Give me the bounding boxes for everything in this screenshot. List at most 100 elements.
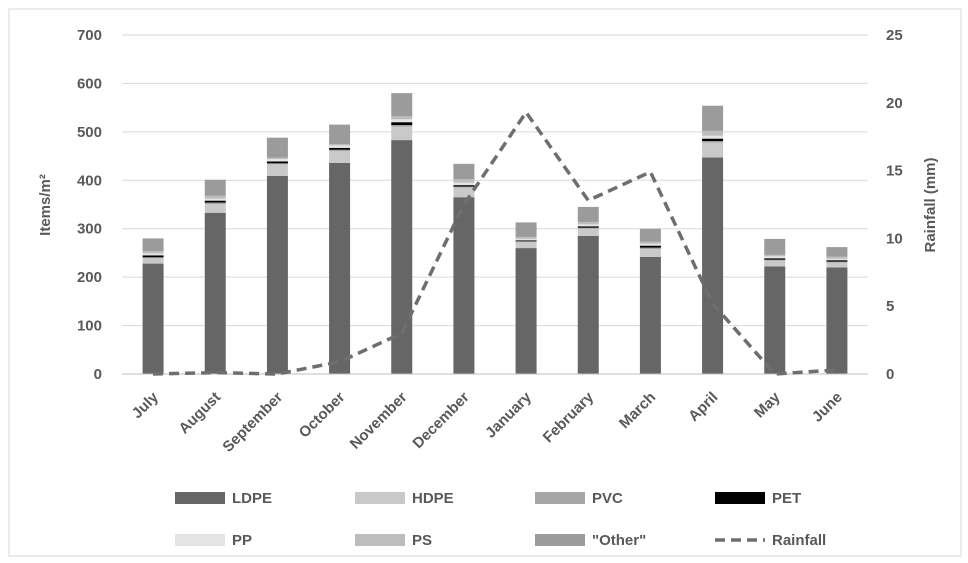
legend-label: PET bbox=[772, 490, 801, 507]
bar-segment-other bbox=[826, 247, 848, 257]
bar-segment-ps bbox=[639, 241, 661, 244]
y-tick-label: 400 bbox=[77, 172, 102, 189]
bar-segment-hdpe bbox=[142, 258, 164, 264]
bar-segment-other bbox=[142, 238, 164, 251]
y2-tick-label: 0 bbox=[886, 366, 894, 383]
bar-segment-ldpe bbox=[702, 157, 724, 374]
bar-segment-hdpe bbox=[453, 187, 475, 198]
y-tick-label: 100 bbox=[77, 318, 102, 335]
bar-segment-hdpe bbox=[515, 242, 537, 249]
bar-segment-pet bbox=[329, 147, 351, 150]
bar-segment-other bbox=[204, 179, 226, 196]
bar-segment-pp bbox=[826, 258, 848, 261]
legend-swatch-ldpe bbox=[175, 492, 225, 504]
bar-segment-ldpe bbox=[577, 235, 599, 374]
bar-segment-ldpe bbox=[639, 256, 661, 374]
bar-segment-other bbox=[702, 105, 724, 131]
rainfall-line bbox=[153, 110, 838, 376]
bar-segment-hdpe bbox=[391, 126, 413, 141]
bar-segment-pvc bbox=[453, 186, 475, 188]
bar-segment-pvc bbox=[702, 141, 724, 143]
bar-segment-ps bbox=[329, 143, 351, 146]
bar-segment-pvc bbox=[329, 149, 351, 152]
bar-segment-hdpe bbox=[577, 228, 599, 236]
bar-segment-ldpe bbox=[826, 267, 848, 374]
bar-segment-pet bbox=[764, 258, 786, 260]
bar-segment-pet bbox=[453, 185, 475, 187]
bar-segment-pet bbox=[577, 226, 599, 228]
y2-tick-label: 10 bbox=[886, 230, 903, 247]
y2-tick-label: 25 bbox=[886, 27, 903, 44]
legend: LDPE HDPE PVC PET PP PS "Other" Rainfall bbox=[175, 490, 826, 549]
bar-segment-pet bbox=[266, 161, 288, 164]
bar-segment-pvc bbox=[204, 202, 226, 205]
legend-swatch-other bbox=[535, 534, 585, 546]
y-tick-label: 300 bbox=[77, 221, 102, 238]
bar-segment-other bbox=[329, 124, 351, 144]
legend-swatch-pvc bbox=[535, 492, 585, 504]
bar-segment-ps bbox=[764, 254, 786, 257]
bar-segment-pet bbox=[826, 260, 848, 262]
bar-segment-hdpe bbox=[702, 142, 724, 158]
chart-border bbox=[8, 8, 962, 557]
bar-segment-ps bbox=[391, 116, 413, 120]
bar-segment-pvc bbox=[764, 259, 786, 261]
bar-segment-ps bbox=[577, 221, 599, 225]
legend-swatch-hdpe bbox=[355, 492, 405, 504]
bar-segment-pp bbox=[577, 224, 599, 227]
legend-swatch-ps bbox=[355, 534, 405, 546]
bar-segment-pet bbox=[639, 245, 661, 248]
bar-segment-other bbox=[515, 222, 537, 237]
y-tick-label: 0 bbox=[94, 366, 102, 383]
bar-segment-pp bbox=[702, 135, 724, 139]
y-axis-title: Items/m² bbox=[37, 174, 54, 236]
bar-segment-pp bbox=[204, 198, 226, 201]
bar-segment-ps bbox=[266, 157, 288, 159]
bar-segment-ps bbox=[142, 250, 164, 254]
y-tick-label: 600 bbox=[77, 75, 102, 92]
bar-segment-other bbox=[639, 228, 661, 242]
y-tick-label: 700 bbox=[77, 27, 102, 44]
y-tick-label: 500 bbox=[77, 124, 102, 141]
legend-label: Rainfall bbox=[772, 532, 826, 549]
bar-segment-pvc bbox=[577, 227, 599, 229]
bar-segment-pp bbox=[764, 256, 786, 259]
bar-segment-pvc bbox=[142, 257, 164, 259]
bar-segment-pet bbox=[204, 200, 226, 203]
bar-segment-ps bbox=[453, 179, 475, 183]
bar-segment-ps bbox=[826, 256, 848, 259]
bar-segment-pp bbox=[142, 253, 164, 256]
y2-tick-label: 20 bbox=[886, 95, 903, 112]
y-tick-label: 200 bbox=[77, 269, 102, 286]
bar-segment-other bbox=[391, 93, 413, 117]
bar-segment-ldpe bbox=[329, 162, 351, 374]
y2-tick-label: 5 bbox=[886, 298, 894, 315]
bar-segment-other bbox=[577, 206, 599, 222]
bars-group bbox=[122, 93, 868, 375]
legend-swatch-pp bbox=[175, 534, 225, 546]
bar-segment-pp bbox=[391, 119, 413, 123]
bar-segment-pp bbox=[639, 243, 661, 246]
bar-segment-ldpe bbox=[515, 248, 537, 374]
bar-segment-ldpe bbox=[453, 197, 475, 374]
bar-segment-ps bbox=[702, 130, 724, 136]
bar-segment-other bbox=[453, 163, 475, 180]
legend-label: LDPE bbox=[232, 490, 272, 507]
bar-segment-hdpe bbox=[266, 164, 288, 176]
legend-label: PVC bbox=[592, 490, 623, 507]
bar-segment-pp bbox=[329, 145, 351, 148]
y2-axis-title: Rainfall (mm) bbox=[922, 157, 939, 252]
bar-segment-ldpe bbox=[204, 212, 226, 374]
bar-segment-ps bbox=[515, 236, 537, 239]
y2-tick-label: 15 bbox=[886, 163, 903, 180]
legend-swatch-pet bbox=[715, 492, 765, 504]
legend-label: PP bbox=[232, 532, 252, 549]
bar-segment-ldpe bbox=[142, 263, 164, 374]
bar-segment-hdpe bbox=[764, 260, 786, 267]
bar-segment-other bbox=[764, 238, 786, 255]
bar-segment-other bbox=[266, 137, 288, 158]
left-axis-ticks: 0 100 200 300 400 500 600 700 bbox=[77, 27, 102, 383]
rainfall-line-group bbox=[153, 110, 838, 376]
bar-segment-pet bbox=[142, 255, 164, 258]
